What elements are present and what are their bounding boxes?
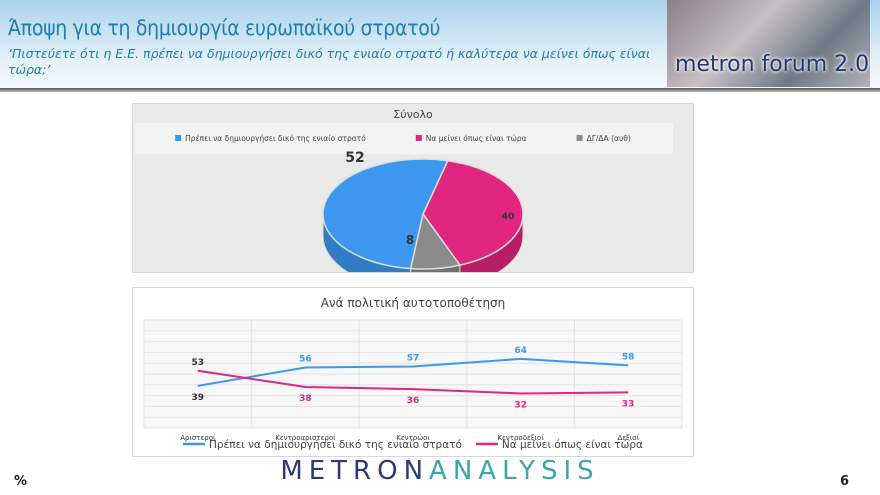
pie-slices: 52 40 8 — [322, 150, 524, 292]
pie-data-label: 52 — [345, 150, 364, 166]
line-plot: Αριστεροί Κεντροαριστεροί Κεντρώοι Κεντροδε… — [143, 319, 683, 451]
line-title: Ανά πολιτική αυτοτοποθέτηση — [321, 296, 506, 310]
pie-data-label: 8 — [406, 233, 414, 247]
brand-part-1: METRON — [280, 456, 430, 486]
data-label: 57 — [407, 353, 420, 363]
x-tick-label: Δεξιοί — [617, 434, 639, 442]
data-label: 32 — [514, 400, 527, 410]
pie-legend: Πρέπει να δημιουργήσει δικό της ενιαίο σ… — [175, 134, 631, 143]
data-label: 56 — [299, 355, 312, 365]
page-subtitle: ‘Πιστεύετε ότι η Ε.Ε. πρέπει να δημιουργ… — [8, 46, 651, 77]
x-tick-label: Κεντρώοι — [396, 434, 430, 442]
legend-label: Να μείνει όπως είναι τώρα — [502, 439, 643, 451]
legend-swatch — [576, 135, 583, 141]
pie-data-label: 40 — [502, 212, 515, 222]
data-label: 39 — [192, 393, 205, 403]
pie-slice — [322, 158, 449, 270]
x-tick-label: Αριστεροί — [180, 434, 216, 442]
x-tick-label: Κεντροαριστεροί — [275, 434, 336, 442]
data-label: 33 — [622, 399, 635, 409]
legend-label: Πρέπει να δημιουργήσει δικό της ενιαίο σ… — [209, 439, 462, 451]
legend-label: ΔΓ/ΔΑ (αυθ) — [587, 134, 631, 143]
x-tick-label: Κεντροδεξιοί — [497, 434, 544, 442]
data-label: 53 — [192, 358, 205, 368]
metron-forum-logo: metron forum 2.0 — [667, 0, 870, 87]
pie-slice — [422, 159, 524, 266]
pie-chart-panel: Σύνολο Πρέπει να δημιουργήσει δικό της ε… — [132, 103, 694, 292]
page-title: Άποψη για τη δημιουργία ευρωπαϊκού στρατ… — [8, 16, 441, 40]
pie-chart: Σύνολο Πρέπει να δημιουργήσει δικό της ε… — [135, 108, 673, 292]
series-line — [197, 357, 629, 387]
legend-swatch — [415, 135, 422, 141]
data-label: 36 — [407, 396, 420, 406]
data-label: 58 — [622, 352, 635, 362]
line-chart: Ανά πολιτική αυτοτοποθέτηση Αριστεροί Κεν… — [143, 296, 683, 451]
legend-label: Πρέπει να δημιουργήσει δικό της ενιαίο σ… — [185, 134, 366, 143]
line-chart-panel: Ανά πολιτική αυτοτοποθέτηση Αριστεροί Κεν… — [132, 287, 694, 457]
legend-label: Να μείνει όπως είναι τώρα — [426, 134, 527, 143]
pie-title: Σύνολο — [393, 108, 433, 121]
header-divider — [0, 88, 880, 92]
metron-analysis-logo: METRONANALYSIS — [0, 456, 880, 486]
logo-text: metron forum 2.0 — [675, 52, 870, 77]
brand-part-2: ANALYSIS — [429, 456, 600, 486]
page-number: 6 — [840, 474, 850, 489]
pie-legend-bg — [135, 123, 673, 154]
unit-label: % — [14, 474, 28, 489]
series-line — [197, 369, 629, 395]
data-label: 38 — [299, 394, 312, 404]
data-label: 64 — [514, 346, 527, 356]
legend-swatch — [175, 135, 182, 141]
